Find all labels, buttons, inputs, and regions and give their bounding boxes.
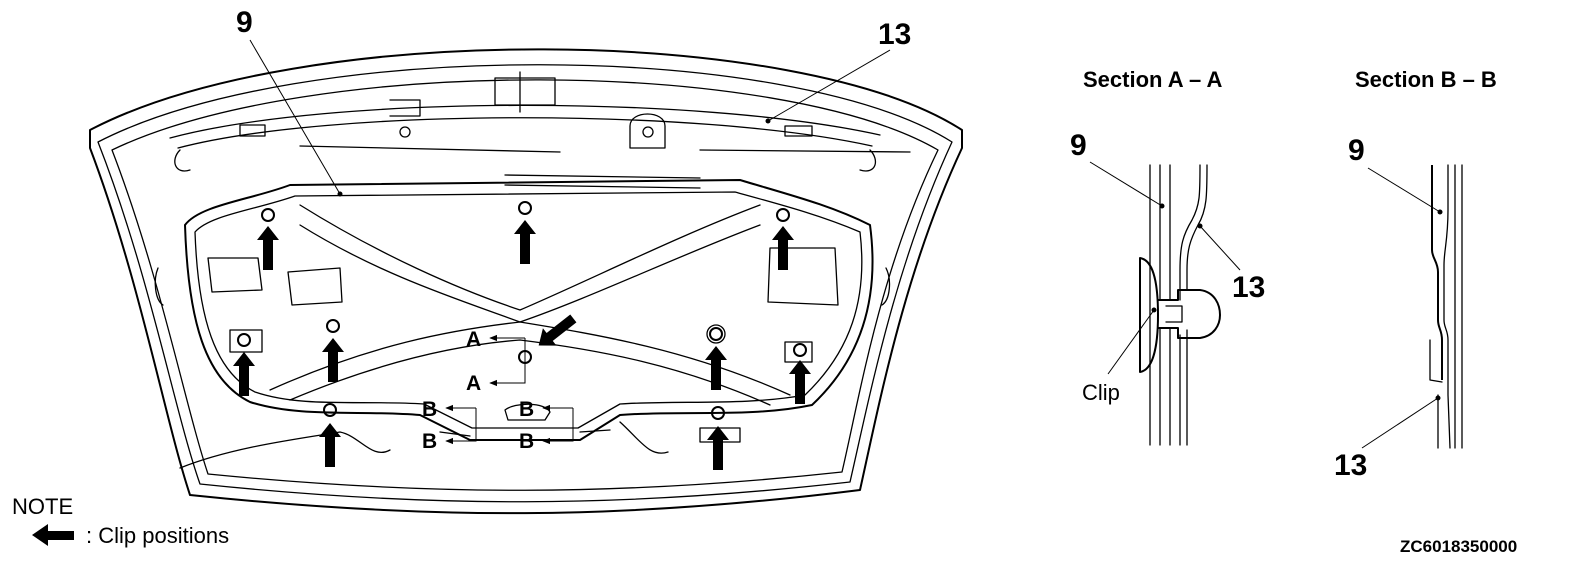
leader-line-9-section-a bbox=[1089, 161, 1163, 207]
section-a-title: Section A – A bbox=[1083, 67, 1222, 92]
section-a-marker: A A bbox=[466, 328, 526, 395]
leader-line-9-section-b bbox=[1367, 167, 1441, 213]
section-b-title: Section B – B bbox=[1355, 67, 1497, 92]
clip-label: Clip bbox=[1082, 380, 1120, 405]
leader-dot-13 bbox=[765, 118, 771, 124]
ring-icon bbox=[793, 343, 807, 357]
callout-9-section-a: 9 bbox=[1070, 129, 1087, 162]
ring-icon bbox=[518, 201, 532, 215]
solid-arrow-icon bbox=[514, 220, 536, 264]
leader-line-13-section-a bbox=[1199, 225, 1241, 271]
ring-icon bbox=[776, 208, 790, 222]
section-b-label-2: B bbox=[422, 430, 437, 453]
small-arrow-icon bbox=[489, 338, 526, 387]
leader-dot bbox=[1435, 395, 1441, 401]
leader-line-9 bbox=[249, 39, 341, 195]
leader-line-clip bbox=[1107, 309, 1155, 375]
ring-icon bbox=[706, 324, 726, 344]
callout-13-main: 13 bbox=[878, 18, 911, 51]
section-b-label-4: B bbox=[519, 430, 534, 453]
solid-arrow-icon bbox=[257, 226, 279, 270]
section-a-label-top: A bbox=[466, 328, 481, 351]
solid-arrow-icon bbox=[322, 338, 344, 382]
ring-icon bbox=[711, 406, 725, 420]
section-b-label-3: B bbox=[519, 398, 534, 421]
callout-9-section-b: 9 bbox=[1348, 134, 1365, 167]
note-legend-text: : Clip positions bbox=[86, 523, 229, 548]
clip-holes bbox=[237, 201, 807, 420]
solid-arrow-icon bbox=[319, 423, 341, 467]
hood-panel bbox=[89, 48, 963, 515]
insulator-pad bbox=[184, 174, 874, 443]
leader-dot bbox=[1151, 307, 1157, 313]
leader-dot-9 bbox=[337, 191, 343, 197]
leader-dot bbox=[1159, 203, 1165, 209]
ring-icon bbox=[326, 319, 340, 333]
leader-line-13 bbox=[767, 49, 891, 122]
leader-dot bbox=[1437, 209, 1443, 215]
ring-icon bbox=[237, 333, 251, 347]
ring-icon bbox=[709, 327, 723, 341]
solid-arrow-icon bbox=[233, 352, 255, 396]
ring-icon bbox=[323, 403, 337, 417]
solid-arrow-icon bbox=[705, 346, 727, 390]
ring-icon bbox=[261, 208, 275, 222]
leader-dot bbox=[1197, 223, 1203, 229]
solid-arrow-icon bbox=[32, 524, 74, 546]
note-heading: NOTE bbox=[12, 494, 73, 519]
callout-13-section-a: 13 bbox=[1232, 271, 1265, 304]
leader-line-13-section-b bbox=[1361, 397, 1439, 449]
note-legend: NOTE : Clip positions bbox=[12, 494, 229, 548]
section-b-marker: B B B B bbox=[422, 398, 574, 453]
section-b-detail: Section B – B 9 13 bbox=[1334, 67, 1497, 482]
section-b-label-1: B bbox=[422, 398, 437, 421]
solid-arrow-icon bbox=[707, 426, 729, 470]
small-arrow-icon bbox=[445, 408, 477, 445]
callout-13-section-b: 13 bbox=[1334, 449, 1367, 482]
callout-9-main: 9 bbox=[236, 6, 253, 39]
figure-code: ZC6018350000 bbox=[1400, 537, 1517, 556]
section-a-detail: Section A – A 9 13 Clip bbox=[1070, 67, 1265, 446]
small-arrow-icon bbox=[542, 408, 574, 445]
section-a-label-bottom: A bbox=[466, 372, 481, 395]
